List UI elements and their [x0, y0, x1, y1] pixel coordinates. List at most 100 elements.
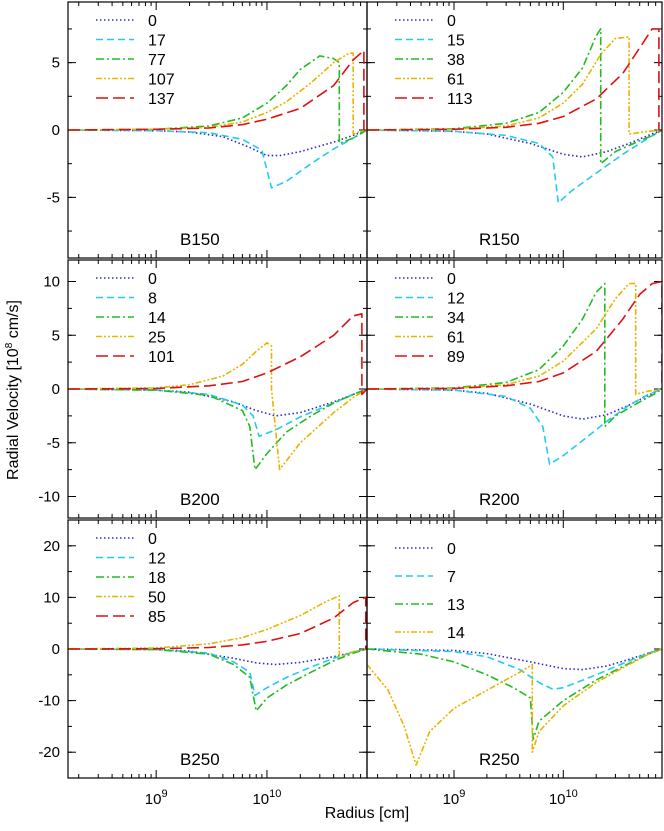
series-line-85 [68, 596, 367, 650]
legend-label: 14 [148, 310, 166, 327]
panel-r150: 0 15 38 61 113 R150 [366, 1, 663, 259]
panel-label: B200 [180, 490, 220, 509]
panel-b250-series [68, 595, 367, 712]
panel-b150-legend: 0 17 77 107 137 [96, 13, 175, 108]
legend-label: 13 [447, 597, 465, 614]
panel-b150-ticks [68, 2, 368, 258]
series-line-38 [367, 28, 662, 165]
series-line-61 [367, 36, 662, 135]
panel-label: B250 [180, 750, 220, 769]
panel-r200-legend: 0 12 34 61 89 [395, 271, 465, 366]
panel-b200: 10 5 0 -5 -10 0 8 14 25 101 B200 [38, 259, 368, 519]
series-line-25 [68, 341, 367, 471]
legend-label: 0 [148, 13, 157, 30]
legend-label: 0 [148, 271, 157, 288]
panel-label: B150 [180, 230, 220, 249]
series-line-8 [68, 388, 367, 438]
legend-label: 12 [148, 551, 166, 568]
legend-label: 7 [447, 569, 456, 586]
series-line-12 [367, 388, 662, 466]
legend-label: 15 [447, 33, 465, 50]
series-line-89 [367, 280, 662, 390]
y-tick-label: 0 [52, 122, 60, 139]
series-line-0 [367, 129, 662, 158]
y-tick-label: -20 [38, 744, 60, 761]
panel-b150: 5 0 -5 0 17 77 107 137 B150 [47, 1, 368, 259]
x-tick-exponent: 10 [269, 788, 281, 800]
x-axis-title: Radius [cm] [325, 805, 409, 822]
panel-label: R250 [479, 750, 520, 769]
y-tick-label: 20 [43, 538, 60, 555]
legend-label: 137 [148, 91, 175, 108]
x-tick-label: 109 [145, 788, 168, 808]
series-line-12 [68, 648, 367, 697]
y-tick-label: 10 [43, 274, 60, 291]
series-line-14 [68, 388, 367, 471]
legend-label: 18 [148, 570, 166, 587]
legend-label: 0 [148, 531, 157, 548]
series-line-14 [367, 648, 662, 766]
legend-label: 14 [447, 625, 465, 642]
legend-label: 8 [148, 291, 157, 308]
legend-label: 50 [148, 590, 166, 607]
legend-label: 61 [447, 72, 465, 89]
y-axis-title: Radial Velocity [108 cm/s] [4, 300, 22, 480]
legend-label: 107 [148, 72, 175, 89]
x-tick-label: 1010 [549, 788, 578, 808]
x-tick-exponent: 9 [161, 788, 167, 800]
panel-r150-frame [366, 1, 663, 259]
y-tick-label: 0 [52, 381, 60, 398]
legend-label: 34 [447, 310, 465, 327]
x-tick-base: 10 [252, 791, 269, 808]
legend-label: 0 [447, 13, 456, 30]
series-line-101 [68, 312, 367, 396]
series-line-50 [68, 595, 367, 658]
y-tick-label: 5 [52, 55, 60, 72]
y-tick-label: 5 [52, 327, 60, 344]
x-tick-label: 1010 [252, 788, 281, 808]
series-line-13 [367, 648, 662, 741]
y-axis-title-main: Radial Velocity [10 [5, 348, 22, 480]
x-tick-base: 10 [145, 791, 162, 808]
panel-label: R200 [479, 490, 520, 509]
y-axis-title-unit: cm/s] [5, 300, 22, 343]
legend-label: 0 [447, 541, 456, 558]
y-tick-label: -10 [38, 489, 60, 506]
legend-label: 101 [148, 349, 175, 366]
series-line-0 [68, 648, 367, 666]
panel-r250-series [367, 648, 662, 766]
panel-r250-legend: 0 7 13 14 [395, 541, 465, 642]
legend-label: 61 [447, 330, 465, 347]
panel-r150-series [367, 28, 662, 204]
legend-label: 12 [447, 291, 465, 308]
x-tick-exponent: 9 [459, 788, 465, 800]
y-axis-title-exponent: 8 [4, 342, 15, 348]
panel-r200-series [367, 280, 662, 466]
x-tick-base: 10 [549, 791, 566, 808]
series-line-61 [367, 282, 662, 396]
panel-b200-legend: 0 8 14 25 101 [96, 271, 175, 366]
legend-label: 17 [148, 33, 166, 50]
series-line-7 [367, 648, 662, 691]
series-line-0 [367, 648, 662, 671]
x-tick-base: 10 [443, 791, 460, 808]
y-tick-label: -5 [47, 435, 60, 452]
series-line-34 [367, 282, 662, 428]
panel-b200-series [68, 312, 367, 471]
y-tick-label: -5 [47, 189, 60, 206]
legend-label: 85 [148, 609, 166, 626]
series-line-18 [68, 648, 367, 712]
panel-r250-ticks [367, 520, 663, 778]
y-tick-label: -10 [38, 693, 60, 710]
legend-label: 25 [148, 330, 166, 347]
panel-label: R150 [479, 230, 520, 249]
panel-r250-frame [366, 519, 663, 779]
legend-label: 38 [447, 52, 465, 69]
panel-r150-legend: 0 15 38 61 113 [395, 13, 473, 108]
y-tick-label: 10 [43, 589, 60, 606]
series-line-17 [68, 129, 367, 189]
legend-label: 113 [447, 91, 473, 108]
